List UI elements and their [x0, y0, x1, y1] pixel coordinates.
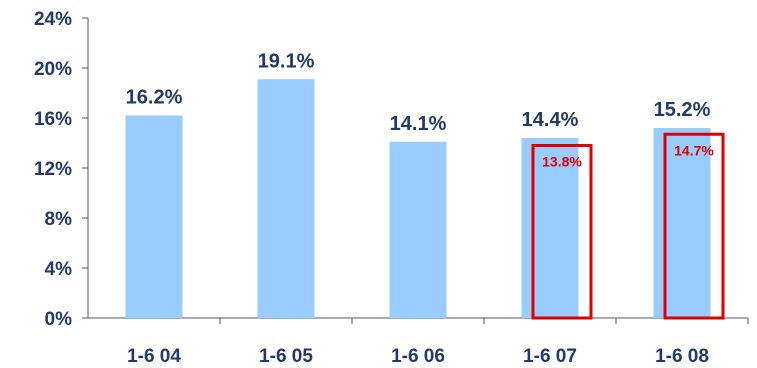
- y-tick-label: 20%: [34, 59, 72, 80]
- outline-bar-value-label: 14.7%: [674, 142, 714, 158]
- x-category-label: 1-6 08: [655, 346, 709, 367]
- outline-bar: [531, 144, 593, 320]
- chart-axes: 0% 4% 8% 12% 16% 20% 24%: [34, 9, 749, 330]
- x-category-label: 1-6 04: [127, 346, 181, 367]
- y-tick-label: 4%: [45, 259, 73, 280]
- y-tick-label: 12%: [34, 159, 72, 180]
- bar-value-label: 19.1%: [258, 50, 315, 72]
- chart-bars: [125, 79, 725, 320]
- outline-bar: [663, 132, 725, 320]
- x-category-label: 1-6 05: [259, 346, 313, 367]
- bar-value-label: 16.2%: [126, 87, 183, 109]
- chart-labels: 1-6 04 1-6 05 1-6 06 1-6 07 1-6 08 16.2% 19.1%…: [126, 50, 715, 367]
- outline-bar-value-label: 13.8%: [542, 154, 582, 170]
- bar: [653, 128, 711, 318]
- x-category-label: 1-6 06: [391, 346, 445, 367]
- x-category-label: 1-6 07: [523, 346, 577, 367]
- bar: [389, 141, 447, 318]
- bar-value-label: 14.4%: [522, 109, 579, 131]
- bar: [257, 79, 315, 318]
- y-tick-label: 16%: [34, 109, 72, 130]
- bar-value-label: 15.2%: [654, 99, 711, 121]
- y-tick-label: 24%: [34, 9, 72, 30]
- bar: [521, 138, 579, 318]
- y-tick-label: 0%: [45, 309, 73, 330]
- bar: [125, 115, 183, 318]
- bar-value-label: 14.1%: [390, 113, 447, 135]
- y-tick-label: 8%: [45, 209, 73, 230]
